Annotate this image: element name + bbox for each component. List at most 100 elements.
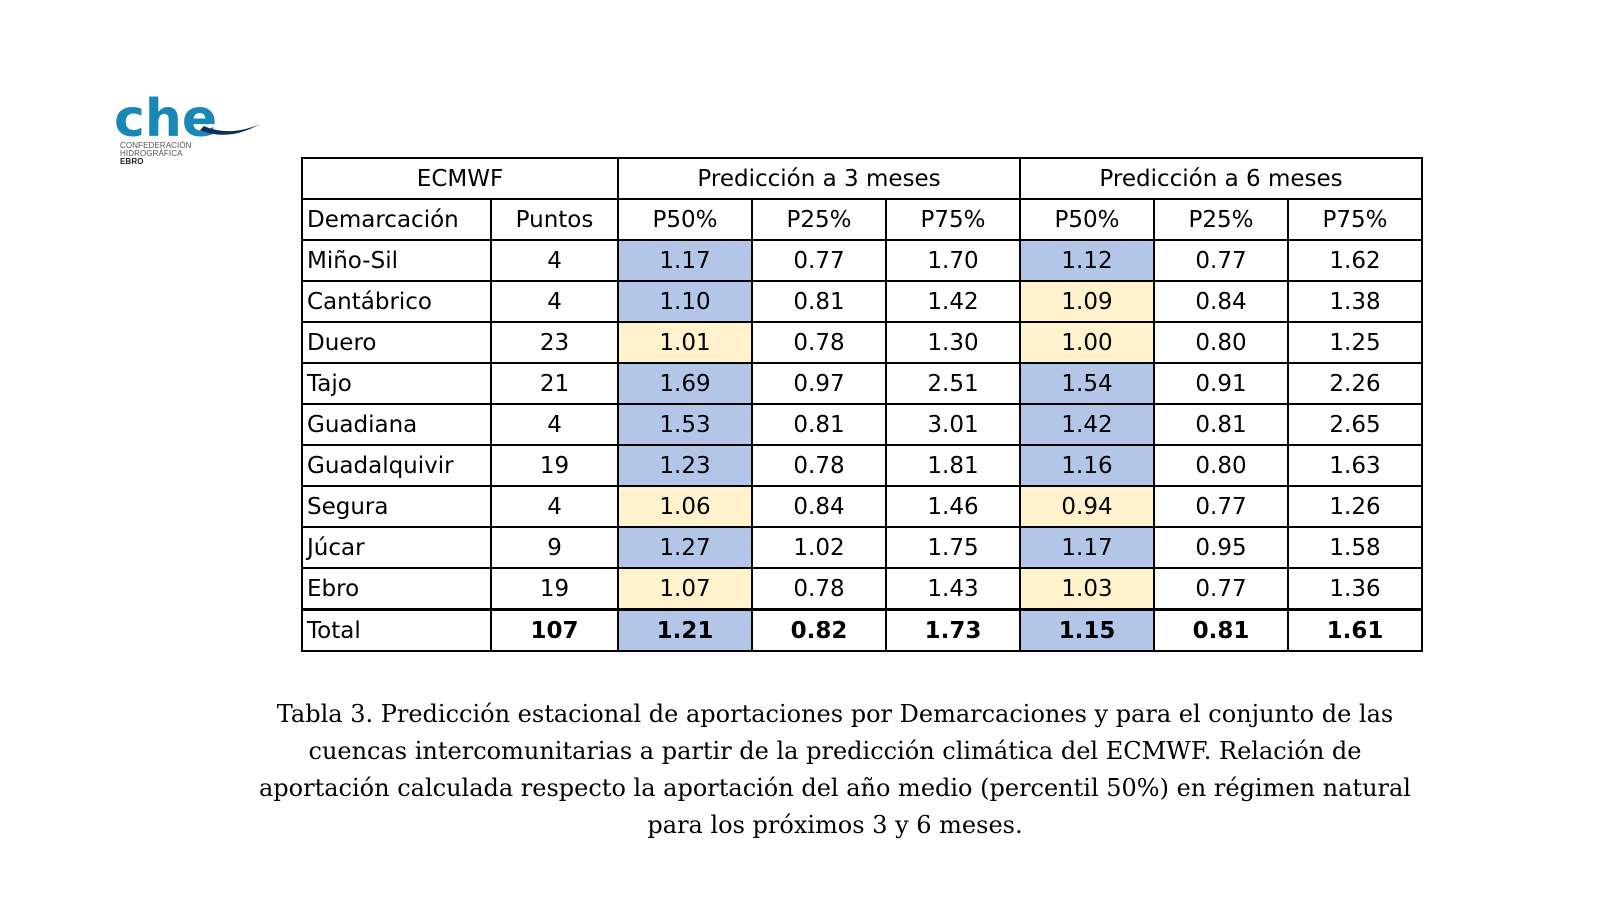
column-header-row: Demarcación Puntos P50% P25% P75% P50% P… (301, 198, 1424, 241)
total-p3-75: 1.73 (885, 608, 1022, 652)
total-p3-50: 1.21 (617, 608, 754, 652)
total-p6-75: 1.61 (1287, 608, 1424, 652)
cell-p6-50: 0.94 (1019, 485, 1156, 528)
table-row: Tajo 21 1.69 0.97 2.51 1.54 0.91 2.26 (301, 362, 1424, 405)
che-logo-mark: che (114, 90, 260, 142)
cell-p6-75: 2.26 (1287, 362, 1424, 405)
table-row: Júcar 9 1.27 1.02 1.75 1.17 0.95 1.58 (301, 526, 1424, 569)
cell-puntos: 4 (489, 239, 620, 282)
cell-p3-25: 0.78 (751, 567, 888, 611)
table-row: Ebro 19 1.07 0.78 1.43 1.03 0.77 1.36 (301, 567, 1424, 611)
cell-puntos: 19 (489, 567, 620, 611)
group-header-ecmwf: ECMWF (300, 157, 620, 200)
cell-p6-25: 0.80 (1153, 321, 1290, 364)
cell-p3-25: 0.97 (751, 362, 888, 405)
cell-demarcacion: Tajo (301, 362, 492, 405)
logo-line-2: HIDROGRÁFICA (120, 149, 183, 158)
column-header-puntos: Puntos (489, 198, 620, 241)
cell-p6-75: 1.62 (1287, 239, 1424, 282)
cell-p3-25: 0.78 (751, 321, 888, 364)
cell-p3-50: 1.27 (617, 526, 754, 569)
logo-line-3: EBRO (120, 157, 144, 166)
cell-p3-75: 2.51 (885, 362, 1022, 405)
cell-p3-75: 1.75 (885, 526, 1022, 569)
cell-p6-25: 0.95 (1153, 526, 1290, 569)
total-section: Total 107 1.21 0.82 1.73 1.15 0.81 1.61 (301, 608, 1424, 652)
cell-p6-25: 0.77 (1153, 239, 1290, 282)
cell-p6-75: 1.26 (1287, 485, 1424, 528)
total-puntos: 107 (489, 608, 620, 652)
cell-puntos: 9 (489, 526, 620, 569)
table-caption: Tabla 3. Predicción estacional de aporta… (200, 696, 1470, 844)
logo-wave-icon (200, 124, 260, 135)
cell-p3-50: 1.17 (617, 239, 754, 282)
cell-p3-50: 1.23 (617, 444, 754, 487)
table-row: Duero 23 1.01 0.78 1.30 1.00 0.80 1.25 (301, 321, 1424, 364)
table-row: Segura 4 1.06 0.84 1.46 0.94 0.77 1.26 (301, 485, 1424, 528)
table-row: Guadiana 4 1.53 0.81 3.01 1.42 0.81 2.65 (301, 403, 1424, 446)
column-header-p3-75: P75% (885, 198, 1022, 241)
cell-p3-75: 1.42 (885, 280, 1022, 323)
cell-demarcacion: Cantábrico (301, 280, 492, 323)
caption-line-2: cuencas intercomunitarias a partir de la… (308, 737, 1362, 765)
cell-puntos: 4 (489, 403, 620, 446)
total-p3-25: 0.82 (751, 608, 888, 652)
cell-p6-75: 1.58 (1287, 526, 1424, 569)
cell-p6-25: 0.84 (1153, 280, 1290, 323)
cell-p3-50: 1.07 (617, 567, 754, 611)
cell-puntos: 23 (489, 321, 620, 364)
cell-p6-50: 1.42 (1019, 403, 1156, 446)
cell-demarcacion: Guadiana (301, 403, 492, 446)
cell-p6-25: 0.80 (1153, 444, 1290, 487)
cell-p6-50: 1.00 (1019, 321, 1156, 364)
cell-p6-25: 0.91 (1153, 362, 1290, 405)
cell-puntos: 21 (489, 362, 620, 405)
cell-p6-50: 1.03 (1019, 567, 1156, 611)
column-header-p6-50: P50% (1019, 198, 1156, 241)
cell-p3-25: 0.77 (751, 239, 888, 282)
cell-p6-50: 1.16 (1019, 444, 1156, 487)
logo-line-1: CONFEDERACIÓN (120, 141, 192, 150)
cell-p6-25: 0.77 (1153, 485, 1290, 528)
total-p6-25: 0.81 (1153, 608, 1290, 652)
cell-p6-25: 0.77 (1153, 567, 1290, 611)
cell-p3-75: 1.43 (885, 567, 1022, 611)
table-row: Cantábrico 4 1.10 0.81 1.42 1.09 0.84 1.38 (301, 280, 1424, 323)
cell-p3-25: 0.81 (751, 280, 888, 323)
column-header-p6-75: P75% (1287, 198, 1424, 241)
cell-demarcacion: Duero (301, 321, 492, 364)
cell-puntos: 4 (489, 280, 620, 323)
che-logo: che CONFEDERACIÓN HIDROGRÁFICA EBRO (114, 90, 264, 170)
cell-p3-50: 1.01 (617, 321, 754, 364)
cell-p6-50: 1.17 (1019, 526, 1156, 569)
cell-p6-75: 1.38 (1287, 280, 1424, 323)
caption-line-3: aportación calculada respecto la aportac… (259, 774, 1411, 802)
column-header-demarcacion: Demarcación (301, 198, 492, 241)
table-row: Miño-Sil 4 1.17 0.77 1.70 1.12 0.77 1.62 (301, 239, 1424, 282)
cell-p6-75: 1.36 (1287, 567, 1424, 611)
cell-demarcacion: Júcar (301, 526, 492, 569)
data-rows: Miño-Sil 4 1.17 0.77 1.70 1.12 0.77 1.62 Cantábr… (301, 239, 1424, 611)
prediction-table: ECMWF Predicción a 3 meses Predicción a … (300, 157, 1424, 652)
total-p6-50: 1.15 (1019, 608, 1156, 652)
caption-line-4: para los próximos 3 y 6 meses. (647, 811, 1023, 839)
total-row: Total 107 1.21 0.82 1.73 1.15 0.81 1.61 (301, 608, 1424, 652)
cell-puntos: 19 (489, 444, 620, 487)
cell-p3-75: 1.46 (885, 485, 1022, 528)
cell-p3-25: 0.78 (751, 444, 888, 487)
column-header-p3-50: P50% (617, 198, 754, 241)
cell-p3-25: 0.84 (751, 485, 888, 528)
cell-p3-75: 1.81 (885, 444, 1022, 487)
column-header-p3-25: P25% (751, 198, 888, 241)
cell-p6-75: 1.63 (1287, 444, 1424, 487)
cell-p3-50: 1.69 (617, 362, 754, 405)
cell-demarcacion: Miño-Sil (301, 239, 492, 282)
cell-p6-50: 1.54 (1019, 362, 1156, 405)
table-row: Guadalquivir 19 1.23 0.78 1.81 1.16 0.80 1.63 (301, 444, 1424, 487)
cell-demarcacion: Segura (301, 485, 492, 528)
cell-p3-25: 1.02 (751, 526, 888, 569)
cell-puntos: 4 (489, 485, 620, 528)
logo-subtitle: CONFEDERACIÓN HIDROGRÁFICA EBRO (120, 142, 192, 166)
cell-demarcacion: Ebro (301, 567, 492, 611)
cell-p6-25: 0.81 (1153, 403, 1290, 446)
